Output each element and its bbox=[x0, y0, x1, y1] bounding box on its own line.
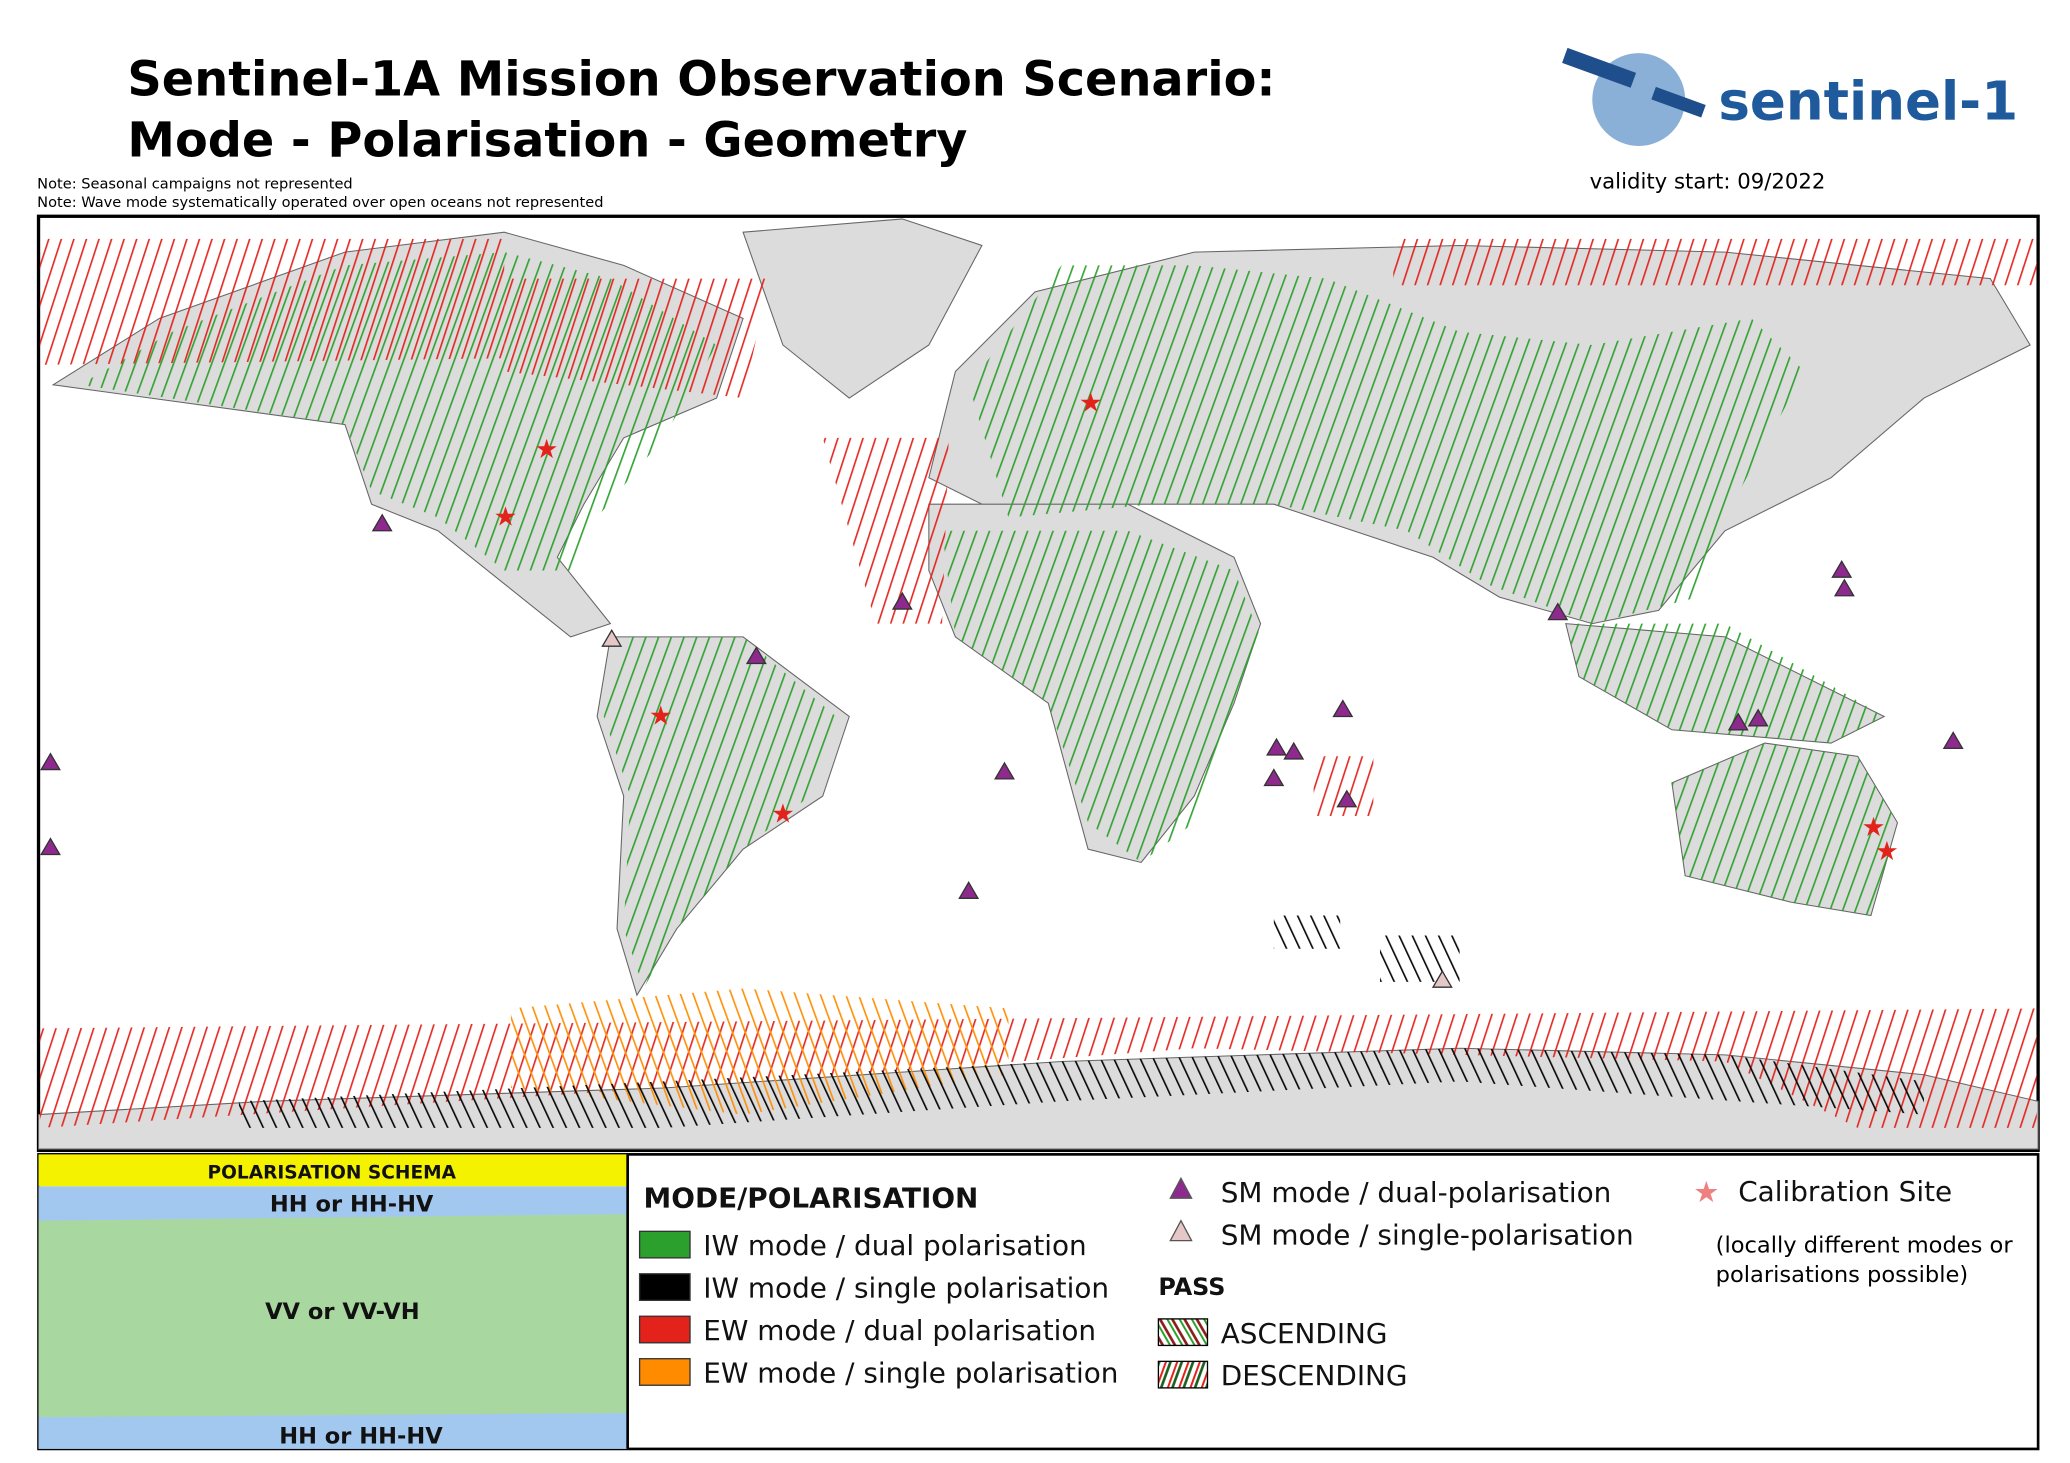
validity: validity start: 09/2022 bbox=[1590, 169, 1826, 194]
pass-title: PASS bbox=[1158, 1273, 1225, 1301]
calibration-note: polarisations possible) bbox=[1716, 1262, 1969, 1288]
legend-label: EW mode / dual polarisation bbox=[703, 1314, 1096, 1347]
pass-swatch bbox=[1157, 1318, 1209, 1347]
world-map: ★★★ ★★ ★★ bbox=[36, 214, 2040, 1153]
calibration-label: Calibration Site bbox=[1738, 1175, 1952, 1208]
legend-label: EW mode / single polarisation bbox=[703, 1357, 1118, 1390]
legend-triangle bbox=[1169, 1176, 1193, 1199]
legend-label: IW mode / dual polarisation bbox=[703, 1229, 1086, 1262]
svg-text:★: ★ bbox=[1079, 387, 1103, 418]
legend-swatch bbox=[638, 1358, 691, 1386]
note: Note: Seasonal campaigns not represented bbox=[37, 175, 352, 192]
legend-label: SM mode / single-polarisation bbox=[1221, 1219, 1634, 1252]
note: Note: Wave mode systematically operated … bbox=[37, 194, 603, 211]
legend-triangle bbox=[1169, 1219, 1193, 1242]
schema-label: HH or HH-HV bbox=[270, 1191, 434, 1217]
legend-title: MODE/POLARISATION bbox=[644, 1181, 979, 1214]
legend-swatch bbox=[638, 1315, 691, 1344]
logo-text: sentinel-1 bbox=[1718, 70, 2018, 132]
svg-text:★: ★ bbox=[771, 799, 795, 830]
schema-label: HH or HH-HV bbox=[279, 1424, 443, 1450]
pass-swatch bbox=[1157, 1360, 1209, 1389]
logo: sentinel-1 bbox=[1562, 47, 2018, 146]
legend-label: IW mode / single polarisation bbox=[703, 1272, 1109, 1305]
legend-swatch bbox=[638, 1273, 691, 1301]
svg-text:★: ★ bbox=[1875, 836, 1899, 867]
legend-swatch bbox=[638, 1230, 691, 1259]
svg-text:★: ★ bbox=[649, 700, 673, 731]
polarisation-schema: POLARISATION SCHEMA HH or HH-HV VV or VV… bbox=[38, 1154, 629, 1450]
sm-legend: SM mode / dual-polarisation SM mode / sin… bbox=[1169, 1176, 1634, 1252]
svg-text:★: ★ bbox=[535, 434, 559, 465]
legend-label: SM mode / dual-polarisation bbox=[1221, 1176, 1612, 1209]
pass-label: DESCENDING bbox=[1221, 1359, 1408, 1392]
pass-label: ASCENDING bbox=[1221, 1317, 1388, 1350]
schema-title: POLARISATION SCHEMA bbox=[208, 1162, 457, 1183]
svg-text:★: ★ bbox=[1862, 812, 1886, 843]
calibration-symbol: ★ bbox=[1693, 1175, 1719, 1209]
mode-legend: IW mode / dual polarisation IW mode / sin… bbox=[638, 1229, 1118, 1390]
title-line: Sentinel-1A Mission Observation Scenario… bbox=[127, 53, 1275, 108]
title-line: Mode - Polarisation - Geometry bbox=[127, 114, 967, 169]
calibration-note: (locally different modes or bbox=[1716, 1233, 2014, 1259]
schema-label: VV or VV-VH bbox=[265, 1299, 420, 1325]
svg-text:★: ★ bbox=[494, 501, 518, 532]
